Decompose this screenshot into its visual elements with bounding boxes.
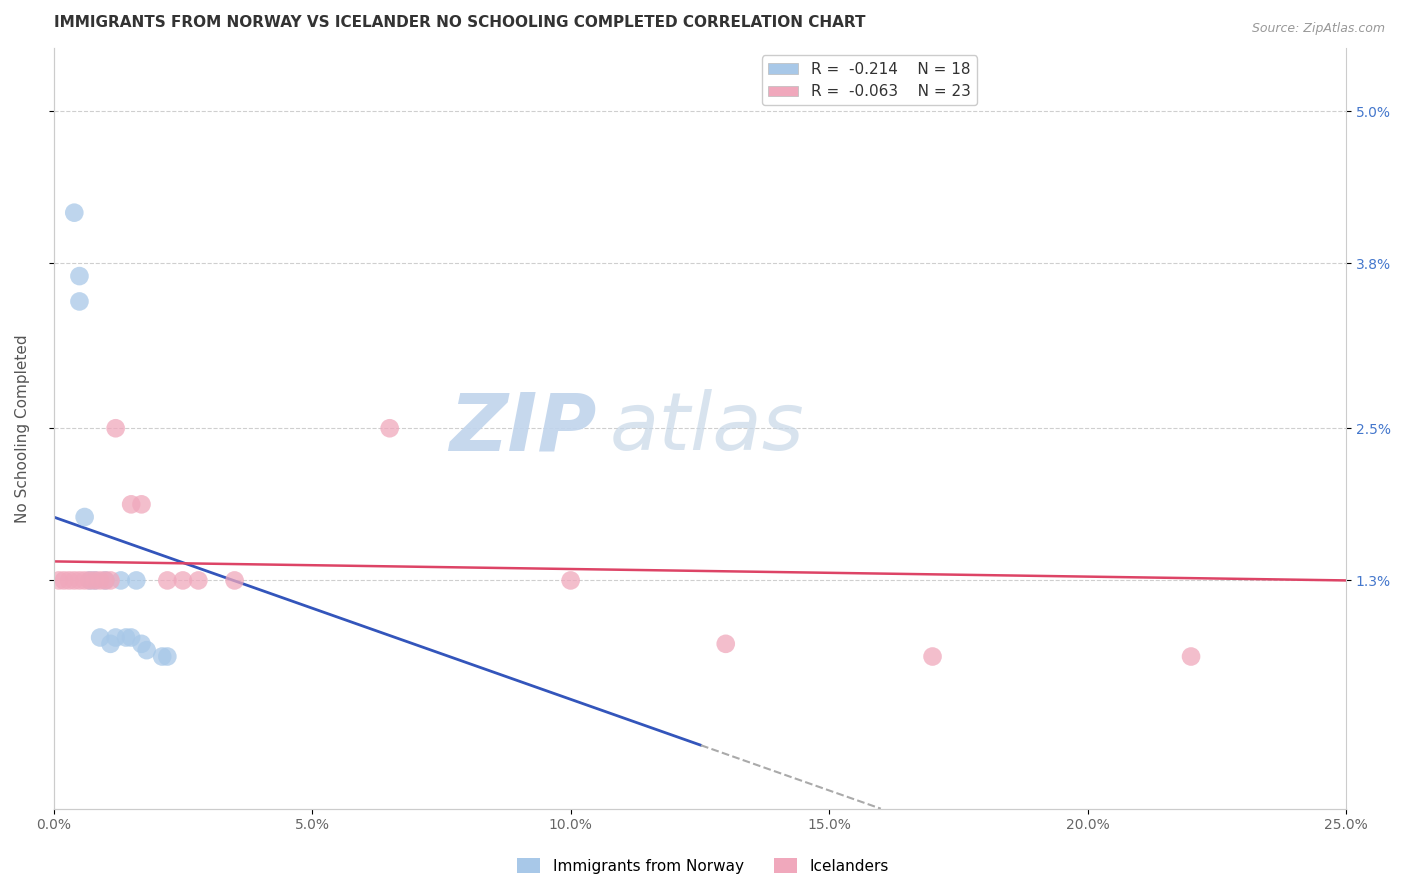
Point bbox=[69, 574, 91, 588]
Point bbox=[156, 649, 179, 664]
Point bbox=[115, 631, 138, 645]
Point bbox=[89, 631, 111, 645]
Point bbox=[120, 497, 142, 511]
Point bbox=[89, 574, 111, 588]
Point bbox=[714, 637, 737, 651]
Point bbox=[104, 421, 127, 435]
Point bbox=[560, 574, 582, 588]
Point bbox=[100, 574, 122, 588]
Legend: R =  -0.214    N = 18, R =  -0.063    N = 23: R = -0.214 N = 18, R = -0.063 N = 23 bbox=[762, 55, 977, 105]
Point bbox=[69, 294, 91, 309]
Point bbox=[378, 421, 401, 435]
Point bbox=[187, 574, 209, 588]
Text: atlas: atlas bbox=[609, 389, 804, 467]
Y-axis label: No Schooling Completed: No Schooling Completed bbox=[15, 334, 30, 523]
Point bbox=[73, 510, 96, 524]
Point bbox=[131, 637, 153, 651]
Point bbox=[131, 497, 153, 511]
Point bbox=[63, 574, 86, 588]
Point bbox=[84, 574, 107, 588]
Point bbox=[104, 631, 127, 645]
Point bbox=[224, 574, 246, 588]
Point bbox=[94, 574, 117, 588]
Point bbox=[1180, 649, 1202, 664]
Point bbox=[921, 649, 943, 664]
Legend: Immigrants from Norway, Icelanders: Immigrants from Norway, Icelanders bbox=[512, 852, 894, 880]
Point bbox=[120, 631, 142, 645]
Point bbox=[110, 574, 132, 588]
Point bbox=[69, 269, 91, 284]
Point bbox=[79, 574, 101, 588]
Text: IMMIGRANTS FROM NORWAY VS ICELANDER NO SCHOOLING COMPLETED CORRELATION CHART: IMMIGRANTS FROM NORWAY VS ICELANDER NO S… bbox=[53, 15, 865, 30]
Text: ZIP: ZIP bbox=[449, 389, 596, 467]
Point bbox=[73, 574, 96, 588]
Point bbox=[135, 643, 157, 657]
Point bbox=[52, 574, 75, 588]
Point bbox=[79, 574, 101, 588]
Point bbox=[48, 574, 70, 588]
Point bbox=[125, 574, 148, 588]
Point bbox=[172, 574, 194, 588]
Point bbox=[94, 574, 117, 588]
Point bbox=[150, 649, 173, 664]
Text: Source: ZipAtlas.com: Source: ZipAtlas.com bbox=[1251, 22, 1385, 36]
Point bbox=[63, 205, 86, 219]
Point bbox=[156, 574, 179, 588]
Point bbox=[58, 574, 80, 588]
Point bbox=[84, 574, 107, 588]
Point bbox=[100, 637, 122, 651]
